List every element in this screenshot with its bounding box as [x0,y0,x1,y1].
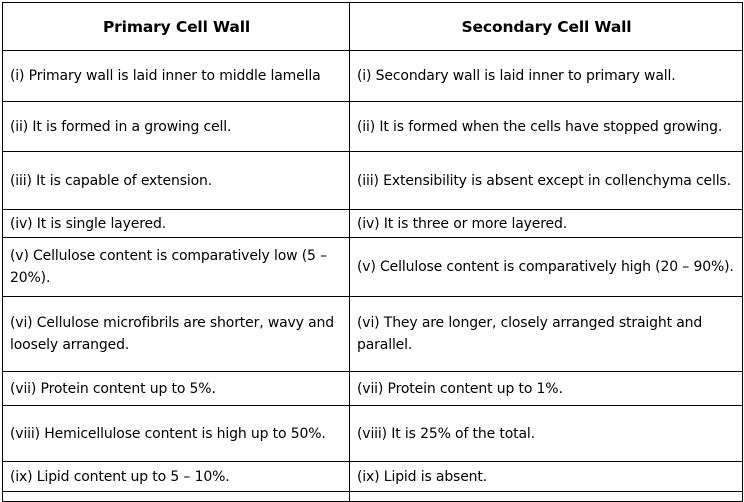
header-row: Primary Cell Wall Secondary Cell Wall [2,2,743,51]
primary-cell: (ix) Lipid content up to 5 – 10%. [2,461,350,492]
table-row: (ix) Lipid content up to 5 – 10%. (ix) Li… [2,461,743,492]
primary-cell [2,491,350,502]
table-row: (v) Cellulose content is comparatively l… [2,237,743,297]
primary-cell: (viii) Hemicellulose content is high up … [2,405,350,462]
secondary-cell: (vi) They are longer, closely arranged s… [349,296,743,372]
secondary-cell: (v) Cellulose content is comparatively h… [349,237,743,297]
table-row: (iv) It is single layered. (iv) It is thr… [2,209,743,238]
table-row: (viii) Hemicellulose content is high up … [2,405,743,462]
secondary-cell: (iii) Extensibility is absent except in … [349,151,743,210]
primary-cell: (i) Primary wall is laid inner to middle… [2,50,350,102]
table-row: (iii) It is capable of extension. (iii) E… [2,151,743,210]
header-primary: Primary Cell Wall [2,2,350,51]
table-row: (i) Primary wall is laid inner to middle… [2,50,743,102]
table-row: (vii) Protein content up to 5%. (vii) Pro… [2,371,743,406]
table-row [2,491,743,502]
primary-cell: (iv) It is single layered. [2,209,350,238]
primary-cell: (ii) It is formed in a growing cell. [2,101,350,152]
secondary-cell: (iv) It is three or more layered. [349,209,743,238]
table-row: (vi) Cellulose microfibrils are shorter,… [2,296,743,372]
primary-cell: (vii) Protein content up to 5%. [2,371,350,406]
secondary-cell: (ix) Lipid is absent. [349,461,743,492]
secondary-cell [349,491,743,502]
primary-cell: (v) Cellulose content is comparatively l… [2,237,350,297]
secondary-cell: (viii) It is 25% of the total. [349,405,743,462]
table-row: (ii) It is formed in a growing cell. (ii)… [2,101,743,152]
secondary-cell: (i) Secondary wall is laid inner to prim… [349,50,743,102]
primary-cell: (vi) Cellulose microfibrils are shorter,… [2,296,350,372]
secondary-cell: (ii) It is formed when the cells have st… [349,101,743,152]
primary-cell: (iii) It is capable of extension. [2,151,350,210]
secondary-cell: (vii) Protein content up to 1%. [349,371,743,406]
header-secondary: Secondary Cell Wall [349,2,743,51]
